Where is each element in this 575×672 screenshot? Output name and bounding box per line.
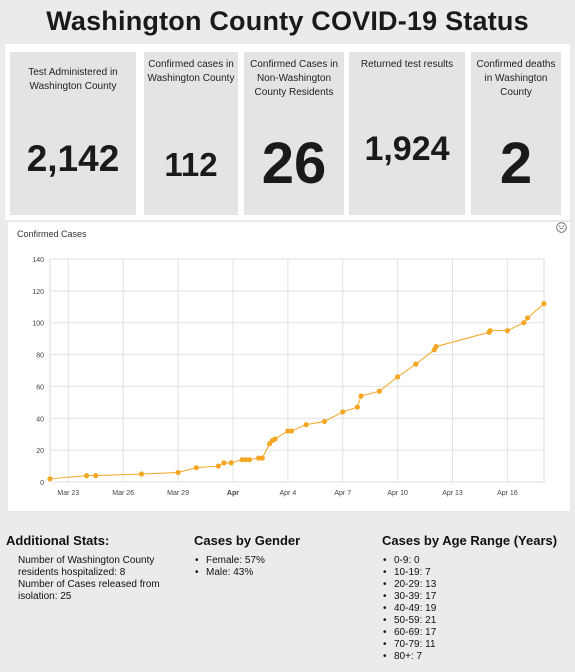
additional-stats-heading: Additional Stats: — [6, 533, 110, 548]
y-tick-label: 120 — [32, 289, 44, 296]
stat-card-returned: Returned test results 1,924 — [349, 52, 465, 215]
list-item: Male: 43% — [195, 567, 344, 579]
stats-panel: Test Administered in Washington County 2… — [5, 44, 570, 220]
data-point — [521, 320, 527, 326]
data-point — [433, 344, 439, 350]
stat-value: 1,924 — [364, 130, 450, 168]
data-point — [504, 328, 511, 334]
stat-value: 2,142 — [26, 138, 120, 179]
x-tick-label: Apr 4 — [279, 490, 296, 497]
age-section: Cases by Age Range (Years) 0-9: 0 10-19:… — [382, 533, 572, 663]
x-tick-label: Apr — [227, 490, 239, 497]
additional-stats-list: Number of Washington County residents ho… — [6, 555, 186, 603]
data-point — [288, 428, 295, 434]
additional-stats-section: Additional Stats: Number of Washington C… — [6, 533, 186, 603]
data-point — [215, 463, 221, 469]
data-point — [239, 457, 245, 463]
x-tick-label: Mar 29 — [167, 490, 189, 497]
data-point — [413, 361, 419, 367]
stat-label: Confirmed cases in Washington County — [147, 59, 235, 84]
gender-heading: Cases by Gender — [194, 533, 301, 548]
age-heading: Cases by Age Range (Years) — [382, 533, 558, 548]
stat-label: Confirmed Cases in Non-Washington County… — [250, 59, 338, 98]
x-tick-label: Mar 26 — [112, 490, 134, 497]
data-point — [376, 388, 382, 394]
data-point — [255, 455, 262, 461]
confirmed-cases-chart: 0 20 40 60 80 100 120 140 Mar 23 Mar 26 Mar 29 Apr A… — [32, 257, 547, 497]
data-point — [221, 460, 227, 466]
list-item: 0-9: 0 — [383, 555, 572, 567]
stat-card-non-residents: Confirmed Cases in Non-Washington County… — [244, 52, 344, 215]
data-point — [243, 457, 249, 463]
smiley-icon[interactable] — [556, 222, 567, 233]
data-point — [395, 374, 401, 380]
stat-value: 2 — [499, 131, 533, 196]
x-tick-label: Apr 16 — [497, 490, 518, 497]
data-point — [47, 476, 53, 482]
y-tick-label: 40 — [36, 416, 44, 423]
y-tick-label: 60 — [36, 384, 44, 391]
data-point — [175, 469, 181, 476]
age-list: 0-9: 0 10-19: 7 20-29: 13 30-39: 17 40-4… — [382, 555, 572, 663]
chart-panel: 0 20 40 60 80 100 120 140 Mar 23 Mar 26 Mar 29 Apr A… — [8, 222, 570, 511]
list-item: 20-29: 13 — [383, 579, 572, 591]
y-tick-label: 140 — [32, 257, 44, 264]
plot-area — [49, 258, 545, 483]
data-point — [303, 422, 309, 428]
data-point — [83, 473, 90, 479]
list-item: Number of Washington County residents ho… — [6, 555, 186, 579]
list-item: Female: 57% — [195, 555, 344, 567]
y-tick-label: 0 — [40, 480, 44, 487]
data-point — [246, 457, 253, 463]
gender-section: Cases by Gender Female: 57% Male: 43% — [194, 533, 344, 579]
list-item: 10-19: 7 — [383, 567, 572, 579]
y-tick-label: 100 — [32, 321, 44, 328]
data-point — [321, 418, 328, 425]
data-point — [487, 328, 493, 334]
data-point — [340, 409, 346, 415]
stat-card-tests: Test Administered in Washington County 2… — [10, 52, 136, 215]
stat-card-deaths: Confirmed deaths in Washington County 2 — [471, 52, 561, 215]
x-tick-label: Mar 23 — [57, 490, 79, 497]
y-tick-label: 80 — [36, 353, 44, 360]
page-title: Washington County COVID-19 Status — [46, 6, 529, 36]
x-tick-label: Apr 7 — [334, 490, 351, 497]
y-tick-label: 20 — [36, 448, 44, 455]
stat-label: Returned test results — [360, 59, 454, 70]
x-tick-label: Apr 13 — [442, 490, 463, 497]
list-item: 30-39: 17 — [383, 591, 572, 603]
stat-value: 26 — [261, 131, 327, 196]
chart-title: Confirmed Cases — [17, 229, 87, 239]
data-point — [354, 404, 360, 410]
data-point — [138, 471, 145, 477]
stat-value: 112 — [164, 146, 218, 183]
data-point — [193, 465, 199, 471]
gender-list: Female: 57% Male: 43% — [194, 555, 344, 579]
list-item: 70-79: 11 — [383, 639, 572, 651]
list-item: Number of Cases released from isolation:… — [6, 579, 186, 603]
stat-card-confirmed: Confirmed cases in Washington County 112 — [144, 52, 238, 215]
data-point — [93, 473, 99, 479]
stat-label: Test Administered in Washington County — [28, 67, 118, 92]
data-point — [272, 436, 278, 442]
data-point — [228, 460, 234, 466]
data-point — [524, 315, 531, 321]
list-item: 60-69: 17 — [383, 627, 572, 639]
data-point — [285, 428, 291, 434]
list-item: 50-59: 21 — [383, 615, 572, 627]
stat-label: Confirmed deaths in Washington County — [476, 59, 556, 98]
data-point — [259, 455, 265, 461]
data-point — [541, 301, 547, 307]
x-tick-label: Apr 10 — [387, 490, 408, 497]
list-item: 80+: 7 — [383, 651, 572, 663]
data-point — [358, 393, 364, 399]
list-item: 40-49: 19 — [383, 603, 572, 615]
